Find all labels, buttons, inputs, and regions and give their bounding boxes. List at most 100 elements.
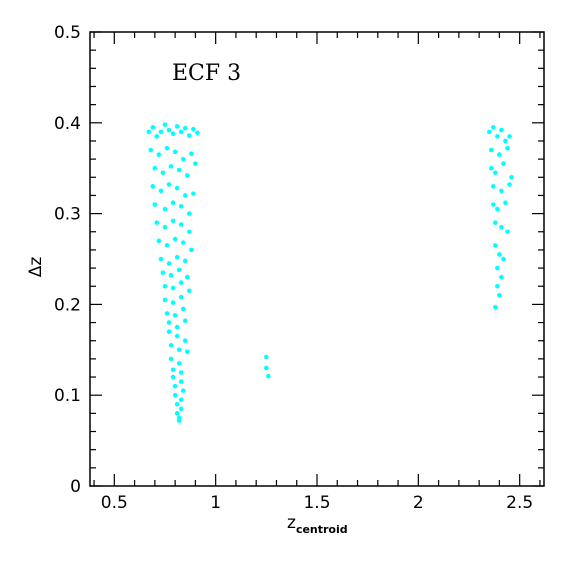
y-tick-label: 0 bbox=[70, 477, 81, 497]
data-point bbox=[170, 131, 176, 136]
data-point bbox=[170, 300, 176, 305]
data-point bbox=[146, 129, 152, 135]
data-point bbox=[174, 185, 180, 191]
data-point bbox=[162, 297, 168, 303]
data-point bbox=[184, 274, 190, 280]
data-point bbox=[499, 224, 504, 230]
data-point bbox=[152, 202, 158, 207]
data-point bbox=[176, 361, 182, 366]
data-point bbox=[178, 406, 184, 412]
data-point bbox=[493, 304, 498, 310]
data-point bbox=[162, 283, 168, 289]
data-point bbox=[189, 247, 194, 253]
data-point bbox=[178, 370, 184, 375]
data-point bbox=[164, 243, 170, 248]
data-point bbox=[187, 288, 192, 294]
data-point bbox=[182, 318, 188, 324]
data-point bbox=[154, 220, 160, 225]
data-point bbox=[156, 238, 162, 244]
data-point bbox=[493, 220, 498, 225]
data-point bbox=[495, 265, 500, 271]
data-point bbox=[489, 147, 494, 153]
data-point bbox=[160, 170, 166, 176]
data-point bbox=[178, 294, 184, 300]
data-point bbox=[501, 256, 506, 262]
axis-ticks bbox=[90, 31, 544, 487]
data-point bbox=[493, 170, 498, 176]
data-point bbox=[160, 270, 166, 275]
x-axis-title: zcentroid bbox=[287, 513, 348, 536]
data-point bbox=[493, 243, 498, 248]
data-point bbox=[168, 356, 174, 362]
data-point bbox=[170, 285, 176, 291]
data-point bbox=[499, 127, 504, 133]
data-point bbox=[152, 165, 158, 171]
data-point bbox=[172, 149, 178, 155]
data-point bbox=[164, 311, 170, 316]
data-point bbox=[180, 306, 186, 312]
data-point bbox=[156, 152, 162, 157]
data-point bbox=[162, 122, 168, 127]
x-tick-label: 2 bbox=[413, 493, 424, 513]
data-point bbox=[150, 184, 156, 189]
data-point bbox=[178, 397, 184, 403]
data-point bbox=[170, 374, 176, 380]
data-point bbox=[184, 173, 190, 178]
data-point bbox=[497, 152, 502, 157]
y-tick-label: 0.5 bbox=[54, 23, 81, 43]
data-point bbox=[174, 124, 180, 129]
data-point bbox=[178, 129, 184, 135]
data-point bbox=[158, 256, 164, 262]
data-point bbox=[497, 293, 502, 298]
data-point bbox=[174, 401, 180, 407]
data-point bbox=[507, 134, 512, 139]
data-point bbox=[495, 283, 500, 289]
data-point bbox=[182, 258, 188, 264]
data-point bbox=[187, 133, 192, 138]
data-point bbox=[166, 127, 172, 133]
data-point bbox=[264, 354, 269, 360]
data-point bbox=[172, 392, 178, 398]
data-point bbox=[166, 182, 172, 187]
data-point bbox=[497, 252, 502, 257]
data-point bbox=[191, 126, 196, 132]
x-axis-title-sub: centroid bbox=[296, 523, 348, 536]
data-point bbox=[180, 156, 186, 162]
data-point bbox=[191, 191, 196, 196]
data-point bbox=[178, 280, 184, 285]
data-point bbox=[172, 312, 178, 318]
data-point bbox=[174, 411, 180, 416]
data-point bbox=[170, 200, 176, 206]
data-point bbox=[182, 338, 188, 344]
data-point bbox=[158, 129, 164, 135]
data-point bbox=[503, 200, 508, 206]
data-point bbox=[495, 134, 500, 139]
data-point bbox=[178, 222, 184, 227]
data-point bbox=[507, 182, 512, 187]
chart-annotation: ECF 3 bbox=[172, 61, 241, 86]
data-point bbox=[491, 184, 496, 189]
data-points bbox=[146, 122, 514, 423]
data-point bbox=[174, 324, 180, 330]
data-point bbox=[266, 373, 271, 379]
y-tick-label: 0.1 bbox=[54, 386, 81, 406]
data-point bbox=[172, 236, 178, 242]
plot-frame bbox=[89, 31, 545, 487]
data-point bbox=[168, 342, 174, 348]
data-point bbox=[148, 147, 154, 153]
data-point bbox=[189, 151, 194, 156]
data-point bbox=[164, 145, 170, 151]
data-point bbox=[491, 202, 496, 207]
data-point bbox=[168, 164, 174, 169]
data-point bbox=[162, 206, 168, 212]
data-point bbox=[193, 161, 198, 166]
x-tick-label: 2.5 bbox=[506, 493, 533, 513]
data-point bbox=[176, 167, 182, 173]
data-point bbox=[491, 125, 496, 130]
data-point bbox=[264, 365, 269, 371]
y-tick-label: 0.3 bbox=[54, 205, 81, 225]
data-point bbox=[180, 388, 186, 393]
data-point bbox=[162, 224, 168, 230]
data-point bbox=[174, 333, 180, 339]
